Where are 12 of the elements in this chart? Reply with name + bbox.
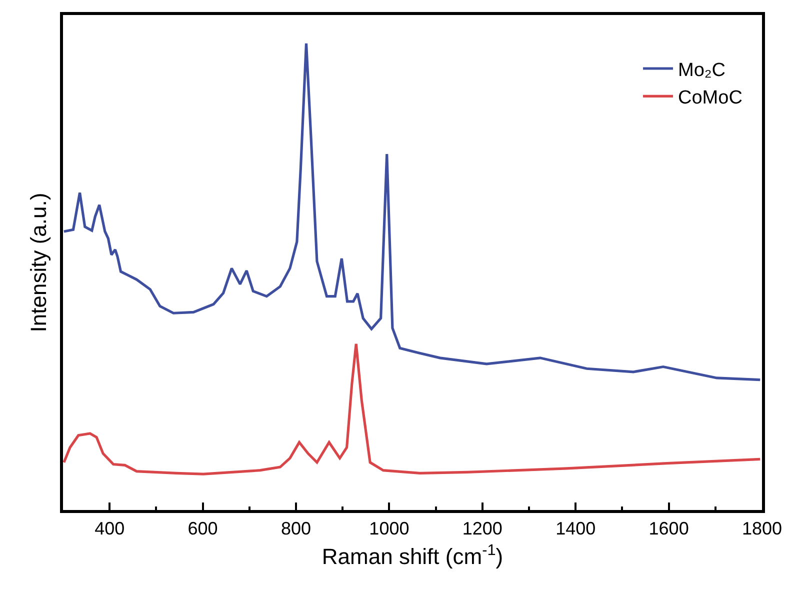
x-tick-label: 400 xyxy=(94,518,125,538)
x-tick-label: 1600 xyxy=(648,518,689,538)
legend-label: CoMoC xyxy=(678,88,742,109)
x-axis-title: Raman shift (cm$^{-1}$) xyxy=(322,542,504,570)
x-tick-label: 600 xyxy=(188,518,218,538)
x-tick-label: 800 xyxy=(280,518,312,538)
legend-label: Mo₂C xyxy=(678,60,726,81)
x-tick-label: 1400 xyxy=(556,518,596,538)
x-tick-label: 1200 xyxy=(462,518,502,538)
x-tick-label: 1800 xyxy=(742,518,782,538)
x-tick-label: 1000 xyxy=(369,518,410,538)
y-axis-title: Intensity (a.u.) xyxy=(26,192,52,332)
